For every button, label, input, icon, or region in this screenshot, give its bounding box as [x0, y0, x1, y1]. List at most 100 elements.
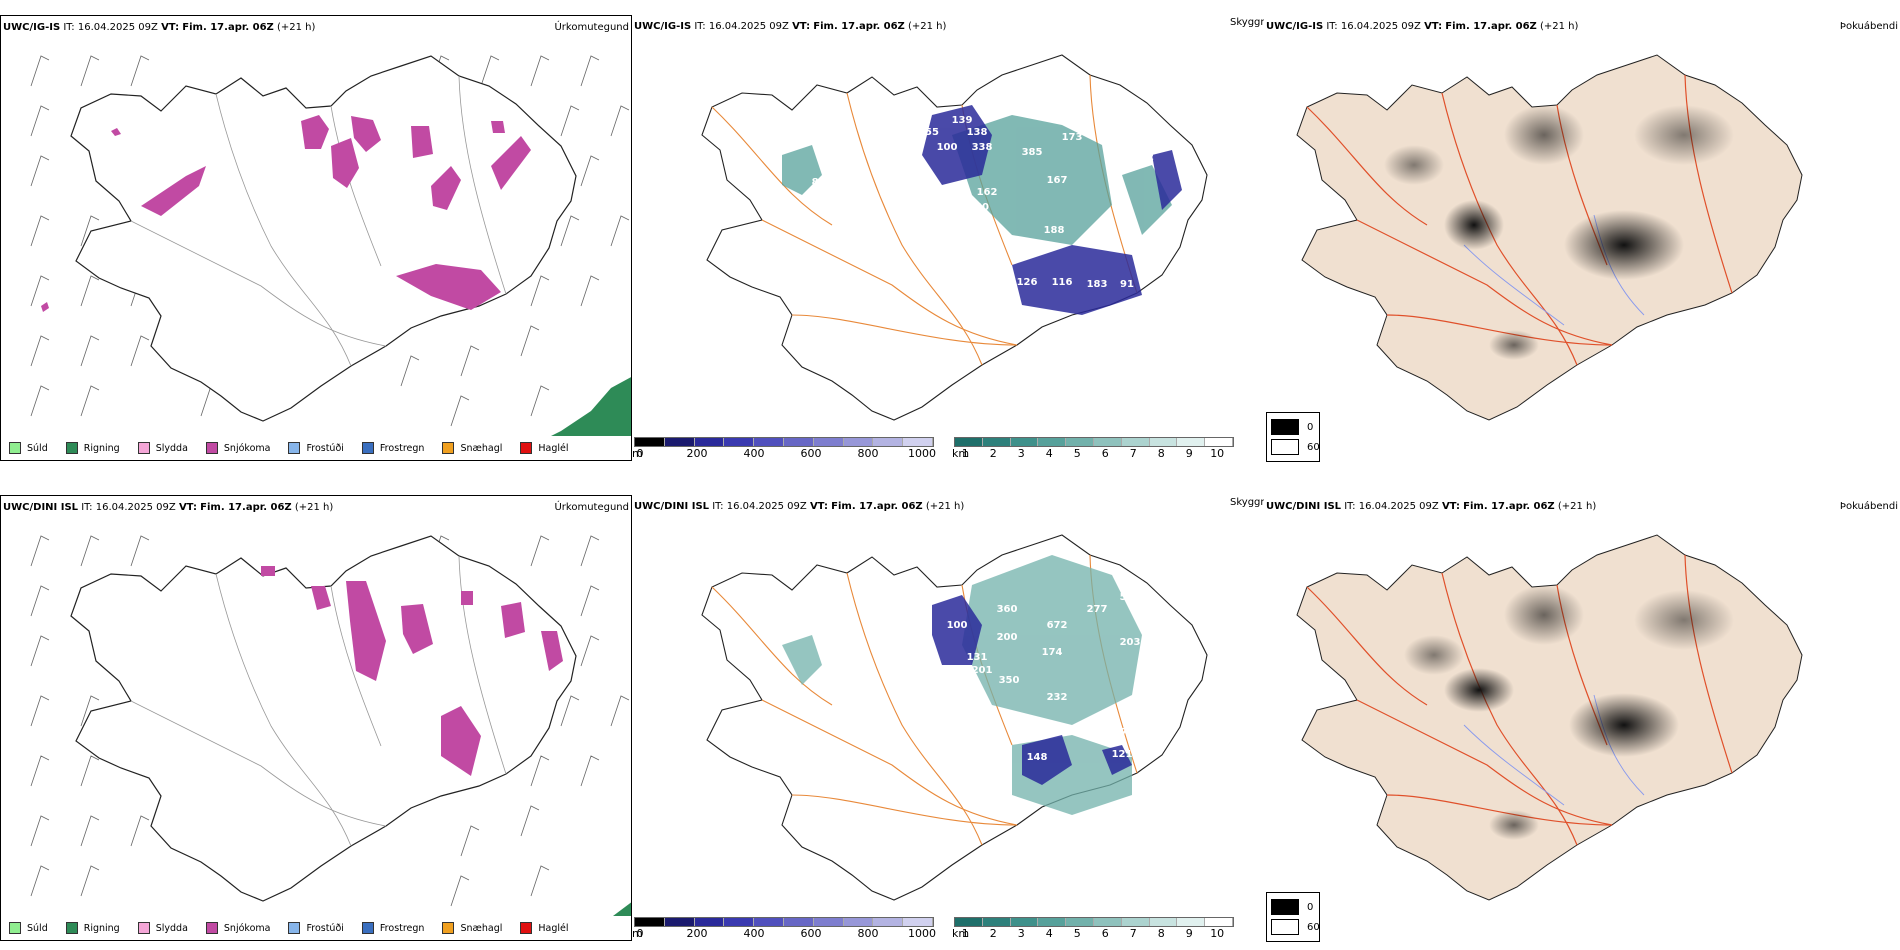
colorbar-segment: [1010, 438, 1039, 446]
cloud-label: 134: [952, 257, 973, 268]
fog-swatch: [1271, 419, 1299, 435]
legend-item: Snjókoma: [205, 922, 270, 934]
roads: [711, 554, 1138, 846]
panel-title: UWC/DINI ISL IT: 16.04.2025 09Z VT: Fim.…: [3, 502, 334, 513]
cloud-label: 139: [952, 115, 973, 126]
colorbar-segment: [1177, 918, 1206, 926]
cloud-label: 847: [804, 192, 825, 203]
colorbar-segment: [694, 438, 725, 446]
visibility-areas: [782, 555, 1142, 815]
scale-tick: 6: [1101, 447, 1109, 460]
fog-swatch: [1271, 439, 1299, 455]
scale-tick: 0: [636, 447, 644, 460]
colorbar-segment: [1066, 438, 1094, 446]
cloudbase-labels: 55 139 138 100 338 173 783 385 92 899 16…: [782, 115, 1174, 290]
cloud-label: 899: [812, 177, 833, 188]
fog-swatch: [1271, 919, 1299, 935]
legend-swatch: [65, 442, 78, 454]
precip-type-panel-top: UWC/IG-IS IT: 16.04.2025 09Z VT: Fim. 17…: [0, 15, 632, 461]
colorbar-segment: [813, 438, 844, 446]
cloud-label: 350: [999, 675, 1020, 686]
panel-title: UWC/IG-IS IT: 16.04.2025 09Z VT: Fim. 17…: [634, 21, 947, 32]
colorbar-segment: [1205, 438, 1233, 446]
colorbar-segment: [724, 438, 755, 446]
legend-item: Súld: [9, 442, 48, 454]
cloud-visibility-panel-bottom: UWC/DINI ISL IT: 16.04.2025 09Z VT: Fim.…: [632, 495, 1264, 941]
iceland-cloud-map: 360 277 548 100 672 200 131 174 201 90 3…: [701, 534, 1208, 901]
wind-barbs: [30, 535, 630, 907]
panel-title: UWC/IG-IS IT: 16.04.2025 09Z VT: Fim. 17…: [1266, 21, 1579, 32]
cloud-label: 167: [1047, 175, 1068, 186]
legend-swatch: [442, 442, 455, 454]
cloudbase-labels: 360 277 548 100 672 200 131 174 201 90 3…: [947, 592, 1179, 763]
visibility-title: Skyggni: [1230, 17, 1270, 28]
scale-unit: m: [632, 447, 643, 460]
cloud-label: 137: [942, 209, 963, 220]
fog-shading: [1384, 105, 1734, 360]
scale-tick: 8: [1157, 447, 1165, 460]
fog-legend-item: 0: [1271, 899, 1313, 915]
colorbar-segment: [955, 438, 983, 446]
scale-tick: 3: [1017, 447, 1025, 460]
iceland-precip-map: [30, 55, 631, 460]
fog-title: Þokuábendi: [1839, 501, 1898, 512]
cloud-label: 385: [1022, 147, 1043, 158]
visibility-title: Skyggni: [1230, 497, 1270, 508]
fog-legend-top: 0 60: [1266, 412, 1320, 462]
cloud-label: 40: [975, 202, 989, 213]
colorbar-segment: [754, 918, 784, 926]
iceland-fog-map: [1296, 54, 1803, 421]
legend-item: Rigning: [65, 922, 120, 934]
cloudbase-scale: 0 200 400 600 800 1000 m: [632, 917, 936, 940]
cloud-label: 183: [1087, 279, 1108, 290]
fog-swatch: [1271, 899, 1299, 915]
colorbar-segment: [783, 918, 814, 926]
roads: [1306, 554, 1733, 846]
fog-legend-item: 60: [1271, 439, 1320, 455]
panel-title: UWC/IG-IS IT: 16.04.2025 09Z VT: Fim. 17…: [3, 22, 316, 33]
legend-swatch: [361, 442, 374, 454]
scale-tick: 800: [857, 927, 879, 940]
colorbar-segment: [1093, 918, 1122, 926]
scale-tick: 4: [1045, 927, 1053, 940]
legend-item: Slydda: [137, 922, 188, 934]
legend-item: Frostregn: [361, 442, 424, 454]
visibility-areas: [782, 115, 1172, 245]
colorbar-segment: [664, 918, 695, 926]
colorbar-segment: [1038, 438, 1067, 446]
scale-tick: 2: [989, 447, 997, 460]
legend-swatch: [442, 922, 455, 934]
roads: [130, 555, 507, 847]
legend-swatch: [520, 922, 533, 934]
fog-panel-top: UWC/IG-IS IT: 16.04.2025 09Z VT: Fim. 17…: [1264, 15, 1900, 461]
cloud-label: 201: [972, 665, 993, 676]
cloud-label: 277: [1087, 604, 1108, 615]
cloud-label: 138: [952, 197, 973, 208]
scale-tick: 9: [1185, 927, 1193, 940]
colorbar-segment: [903, 918, 933, 926]
colorbar-segment: [1121, 918, 1150, 926]
cloud-label: 90: [950, 672, 964, 683]
cloudbase-colorbar: [634, 917, 934, 927]
cloud-label: 188: [1044, 225, 1065, 236]
colorbar-segment: [1177, 438, 1206, 446]
legend-item: Snæhagl: [442, 442, 502, 454]
legend-swatch: [288, 922, 301, 934]
colorbar-segment: [1205, 918, 1233, 926]
legend-swatch: [9, 922, 21, 934]
cloud-label: 232: [1047, 692, 1068, 703]
cloud-label: 360: [997, 604, 1018, 615]
cloud-label: 162: [977, 187, 998, 198]
snowfall-areas: [41, 115, 531, 312]
visibility-colorbar: [954, 917, 1234, 927]
cloud-label: 121: [1112, 749, 1133, 760]
cloud-label: 148: [1027, 752, 1048, 763]
colorbar-segment: [635, 918, 665, 926]
colorbar-segment: [982, 438, 1011, 446]
fog-shading: [1404, 585, 1734, 840]
scale-tick: 5: [1073, 927, 1081, 940]
cloudbase-colorbar: [634, 437, 934, 447]
legend-swatch: [361, 922, 374, 934]
colorbar-segment: [1121, 438, 1150, 446]
iceland-fog-map: [1296, 534, 1803, 901]
